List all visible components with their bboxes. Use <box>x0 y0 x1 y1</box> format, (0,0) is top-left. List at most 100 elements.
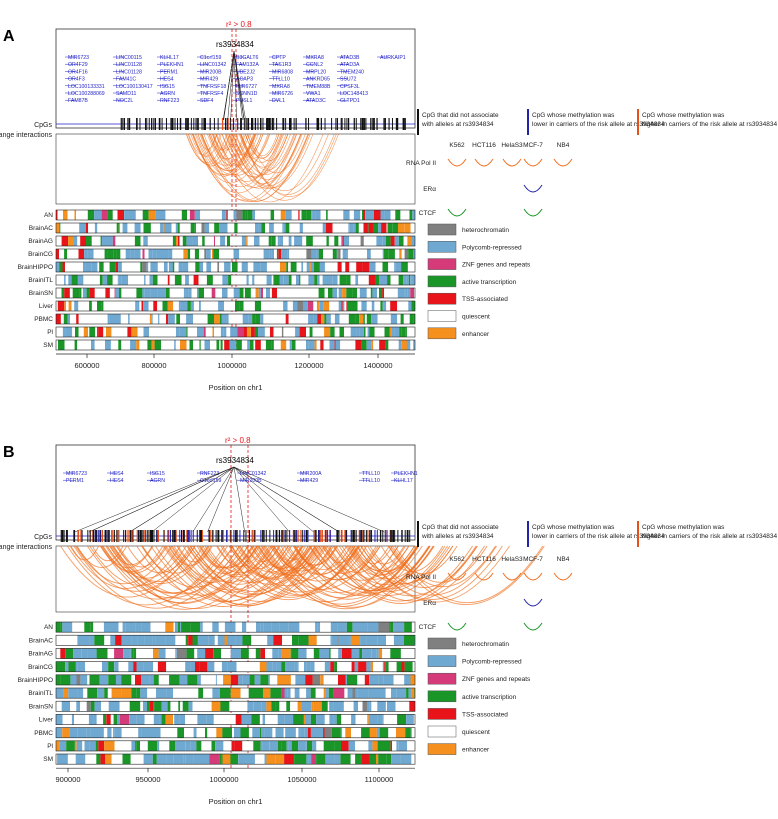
chromatin-segment <box>211 262 218 272</box>
state-legend-swatch <box>427 327 457 340</box>
chromatin-segment <box>253 340 256 350</box>
chromatin-segment <box>205 327 213 337</box>
chromatin-segment <box>263 314 268 324</box>
chromatin-segment <box>315 688 324 699</box>
gene-label: SCNN1D <box>236 91 258 97</box>
chromatin-segment <box>299 327 306 337</box>
chromatin-segment <box>118 301 122 311</box>
chromatin-segment <box>284 714 294 725</box>
chromatin-segment <box>366 340 372 350</box>
chromatin-segment <box>56 688 64 699</box>
chromatin-segment <box>144 275 146 285</box>
chromatin-segment <box>357 674 365 685</box>
chromatin-segment <box>190 301 194 311</box>
chromatin-segment <box>77 635 81 646</box>
chromatin-segment <box>408 249 414 259</box>
chromatin-segment <box>363 210 366 220</box>
chromatin-segment <box>89 635 95 646</box>
chromatin-segment <box>221 314 229 324</box>
chromatin-segment <box>191 288 194 298</box>
interaction-arc <box>394 545 488 583</box>
chromatin-segment <box>287 249 290 259</box>
chromatin-segment <box>68 301 72 311</box>
chromatin-segment <box>134 223 141 233</box>
chromatin-segment <box>62 327 66 337</box>
chromatin-segment <box>64 288 70 298</box>
chromatin-segment <box>73 648 82 659</box>
chromatin-segment <box>390 210 394 220</box>
chromatin-segment <box>76 210 81 220</box>
chromatin-segment <box>280 210 286 220</box>
chromatin-segment <box>304 727 308 738</box>
chromatin-segment <box>152 223 157 233</box>
chromatin-segment <box>356 262 363 272</box>
chromatin-segment <box>412 661 415 672</box>
chromatin-segment <box>362 262 370 272</box>
chromatin-segment <box>136 648 147 659</box>
chromatin-segment <box>367 701 370 712</box>
chromatin-segment <box>122 754 131 765</box>
chromatin-segment <box>359 314 364 324</box>
tissue-track-frame <box>55 300 416 312</box>
chromatin-segment <box>192 327 197 337</box>
chromatin-segment <box>335 340 341 350</box>
chromatin-segment <box>220 236 226 246</box>
chromatin-segment <box>78 327 84 337</box>
chromatin-segment <box>338 301 342 311</box>
chromatin-segment <box>242 622 247 633</box>
interaction-arc <box>170 545 292 593</box>
chromatin-segment <box>255 223 259 233</box>
chromatin-segment <box>80 210 88 220</box>
chromatin-segment <box>185 275 189 285</box>
chromatin-segment <box>230 327 238 337</box>
chromatin-segment <box>99 249 103 259</box>
chromatin-segment <box>60 223 66 233</box>
chromatin-segment <box>165 210 171 220</box>
chromatin-segment <box>150 727 161 738</box>
chromatin-segment <box>312 210 316 220</box>
ctcf-arc <box>523 622 543 631</box>
chromatin-segment <box>276 249 279 259</box>
chromatin-segment <box>243 327 247 337</box>
chromatin-segment <box>292 301 298 311</box>
interaction-arc <box>199 133 282 188</box>
gene-label: TTLL10 <box>362 478 380 484</box>
chromatin-segment <box>192 236 198 246</box>
chromatin-segment <box>274 249 277 259</box>
chromatin-segment <box>232 262 238 272</box>
chromatin-segment <box>241 714 252 725</box>
chromatin-segment <box>100 236 102 246</box>
chromatin-segment <box>150 262 155 272</box>
chromatin-segment <box>203 262 205 272</box>
snp-association-line <box>233 50 243 121</box>
chromatin-segment <box>82 740 85 751</box>
chromatin-segment <box>107 727 112 738</box>
chromatin-segment <box>251 314 253 324</box>
chromatin-segment <box>256 688 264 699</box>
chromatin-segment <box>385 340 389 350</box>
state-legend-label: ZNF genes and repeats <box>462 262 531 269</box>
chromatin-segment <box>197 288 199 298</box>
chromatin-segment <box>338 288 343 298</box>
chromatin-segment <box>255 648 261 659</box>
chromatin-segment <box>247 236 254 246</box>
chromatin-segment <box>203 674 208 685</box>
chromatin-segment <box>187 327 193 337</box>
chromatin-segment <box>173 301 179 311</box>
chromatin-segment <box>234 236 239 246</box>
chromatin-segment <box>221 210 226 220</box>
chromatin-segment <box>277 327 282 337</box>
chromatin-segment <box>319 275 323 285</box>
chromatin-segment <box>121 340 124 350</box>
chromatin-segment <box>366 661 371 672</box>
chromatin-segment <box>56 661 66 672</box>
chromatin-segment <box>75 249 79 259</box>
chromatin-segment <box>306 275 309 285</box>
interaction-type-label: RNA Pol II <box>406 574 436 581</box>
chromatin-segment <box>341 648 352 659</box>
chromatin-segment <box>248 314 252 324</box>
chromatin-segment <box>271 275 274 285</box>
chromatin-segment <box>220 327 224 337</box>
gene-label: MIR429 <box>200 77 218 83</box>
gene-label: TMEM240 <box>340 69 364 75</box>
